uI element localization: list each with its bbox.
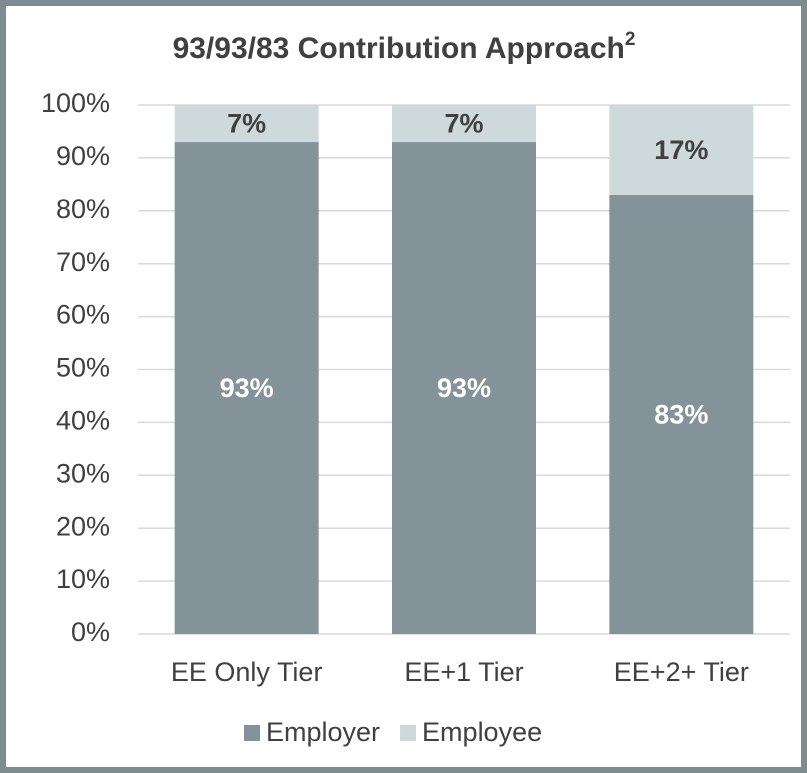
- y-tick-label: 70%: [56, 247, 110, 277]
- y-tick-label: 20%: [56, 511, 110, 541]
- bar-segment: [392, 105, 536, 143]
- legend-label: Employee: [422, 717, 542, 747]
- data-label: 17%: [654, 135, 708, 165]
- title-text: 93/93/83 Contribution Approach: [173, 32, 625, 65]
- bar-segment: [609, 105, 754, 195]
- chart-title: 93/93/83 Contribution Approach2: [173, 29, 636, 65]
- legend-label: Employer: [266, 717, 380, 747]
- y-tick-label: 80%: [56, 194, 110, 224]
- y-tick-label: 0%: [71, 617, 110, 647]
- bar-segment: [392, 142, 536, 634]
- y-tick-label: 100%: [41, 88, 110, 118]
- data-label: 83%: [654, 400, 708, 430]
- y-tick-label: 50%: [56, 353, 110, 383]
- legend-swatch: [244, 725, 260, 741]
- y-tick-label: 40%: [56, 406, 110, 436]
- title-footnote: 2: [625, 29, 636, 50]
- data-label: 93%: [220, 373, 274, 403]
- y-tick-label: 90%: [56, 141, 110, 171]
- bar-segment: [174, 105, 319, 143]
- legend-swatch: [400, 725, 417, 741]
- y-tick-label: 60%: [56, 300, 110, 330]
- data-label: 7%: [444, 109, 483, 139]
- x-tick-label: EE Only Tier: [171, 657, 323, 687]
- data-label: 93%: [437, 373, 491, 403]
- data-label: 7%: [227, 109, 266, 139]
- bar-segment: [174, 142, 319, 634]
- x-tick-label: EE+2+ Tier: [614, 657, 749, 687]
- y-tick-label: 10%: [56, 564, 110, 594]
- x-tick-label: EE+1 Tier: [404, 657, 523, 687]
- bar-segment: [609, 194, 754, 634]
- y-tick-label: 30%: [56, 458, 110, 488]
